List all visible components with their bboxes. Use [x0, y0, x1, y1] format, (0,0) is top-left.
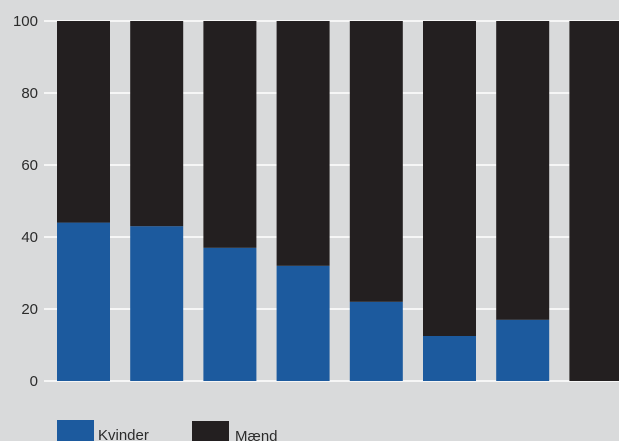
bar-kvinder-4 — [276, 265, 330, 381]
bar-maend-3 — [203, 21, 257, 248]
y-axis-ticks: 0 20 40 60 80 100 — [13, 13, 38, 390]
legend: Kvinder Mænd — [57, 420, 278, 441]
bars — [57, 21, 619, 381]
legend-swatch-maend — [192, 421, 229, 441]
legend-swatch-kvinder — [57, 420, 94, 441]
bar-maend-7 — [496, 21, 550, 320]
y-tick-label: 40 — [21, 229, 38, 246]
bar-maend-5 — [349, 21, 403, 302]
legend-label-kvinder: Kvinder — [98, 427, 149, 441]
legend-label-maend: Mænd — [235, 428, 278, 441]
bar-kvinder-1 — [57, 222, 110, 381]
bar-maend-2 — [130, 21, 184, 227]
bar-maend-8 — [569, 21, 619, 381]
bar-kvinder-5 — [349, 301, 403, 381]
bar-kvinder-2 — [130, 226, 184, 381]
y-tick-label: 100 — [13, 13, 38, 30]
bar-maend-6 — [423, 21, 476, 336]
bar-kvinder-6 — [423, 336, 476, 381]
bar-kvinder-3 — [203, 247, 257, 381]
bar-maend-1 — [57, 21, 110, 223]
y-tick-label: 60 — [21, 157, 38, 174]
bar-kvinder-7 — [496, 319, 550, 381]
y-tick-label: 80 — [21, 85, 38, 102]
y-tick-label: 20 — [21, 301, 38, 318]
bar-maend-4 — [276, 21, 330, 266]
y-tick-label: 0 — [30, 373, 38, 390]
